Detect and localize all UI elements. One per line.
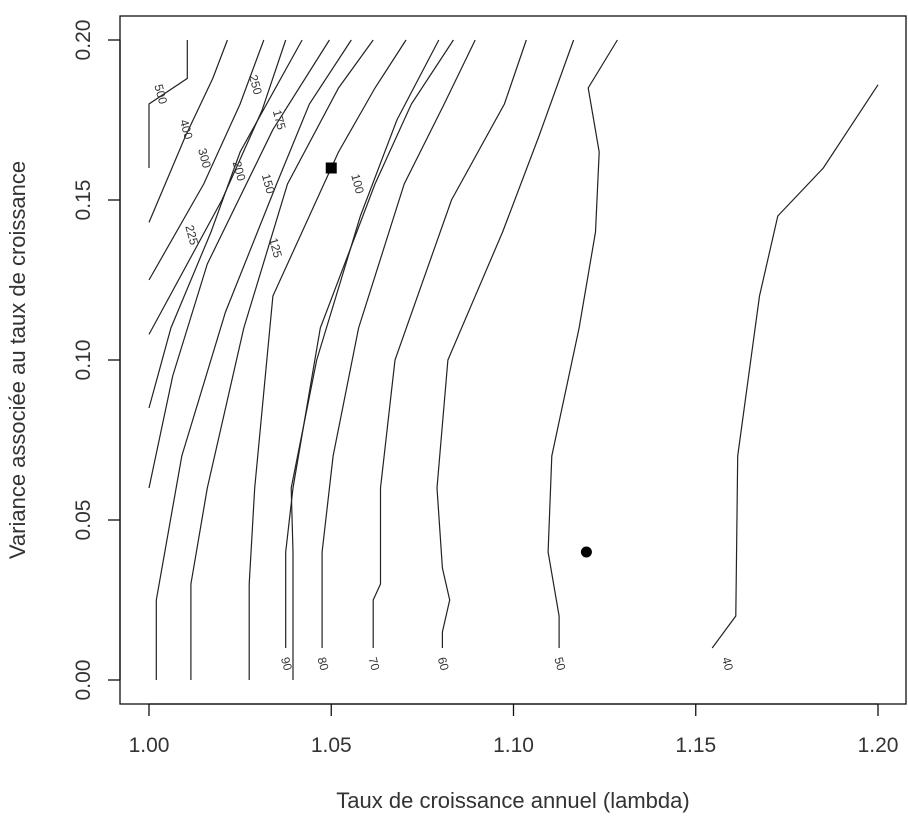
contour-line-40 xyxy=(711,84,879,649)
contour-line-60 xyxy=(436,39,575,648)
contour-line-70 xyxy=(372,39,527,648)
contour-line-225 xyxy=(148,39,303,409)
contour-line-80 xyxy=(321,39,476,648)
contour-lines xyxy=(148,39,879,680)
contour-line-200 xyxy=(148,39,330,489)
x-tick-label: 1.20 xyxy=(858,734,899,757)
contour-label-250: 250 xyxy=(246,73,265,96)
contour-line-150 xyxy=(190,39,374,680)
contour-label-50: 50 xyxy=(551,656,568,673)
contour-label-90: 90 xyxy=(278,656,295,673)
x-tick-label: 1.10 xyxy=(493,734,534,757)
y-tick-label: 0.15 xyxy=(72,180,95,221)
contour-line-100 xyxy=(290,39,440,680)
contour-label-175: 175 xyxy=(270,108,289,131)
contour-line-250 xyxy=(148,39,287,335)
y-tick-label: 0.05 xyxy=(72,500,95,541)
contour-line-175 xyxy=(155,39,352,680)
contour-label-400: 400 xyxy=(177,118,196,141)
contour-label-80: 80 xyxy=(314,656,331,673)
contour-label-60: 60 xyxy=(435,656,452,673)
x-tick-label: 1.00 xyxy=(129,734,170,757)
markers xyxy=(325,162,592,558)
y-tick-label: 0.20 xyxy=(72,20,95,61)
marker-square xyxy=(325,162,337,174)
contour-line-500 xyxy=(148,40,188,168)
y-axis-title: Variance associée au taux de croissance xyxy=(5,161,30,559)
contour-label-40: 40 xyxy=(719,656,736,673)
contour-label-500: 500 xyxy=(151,83,170,106)
contour-label-70: 70 xyxy=(365,656,382,673)
x-tick-label: 1.05 xyxy=(311,734,352,757)
contour-line-90 xyxy=(285,39,454,648)
contour-label-125: 125 xyxy=(266,236,285,259)
y-axis: 0.00 0.05 0.10 0.15 0.20 xyxy=(72,20,121,701)
contour-line-400 xyxy=(148,39,228,223)
contour-line-300 xyxy=(148,39,265,281)
marker-circle xyxy=(580,546,592,558)
contour-label-300: 300 xyxy=(195,147,214,170)
contour-labels: 500 400 300 250 225 200 175 150 125 100 90 80 70 60 50… xyxy=(151,73,736,672)
contour-label-225: 225 xyxy=(182,223,201,246)
y-tick-label: 0.10 xyxy=(72,340,95,381)
contour-label-200: 200 xyxy=(230,159,249,182)
contour-label-100: 100 xyxy=(348,172,367,195)
x-tick-label: 1.15 xyxy=(675,734,716,757)
contour-label-150: 150 xyxy=(259,172,278,195)
contour-line-50 xyxy=(547,39,618,648)
x-axis: 1.00 1.05 1.10 1.15 1.20 xyxy=(129,703,899,757)
x-axis-title: Taux de croissance annuel (lambda) xyxy=(336,788,689,813)
y-tick-label: 0.00 xyxy=(72,660,95,701)
contour-line-125 xyxy=(248,39,407,680)
